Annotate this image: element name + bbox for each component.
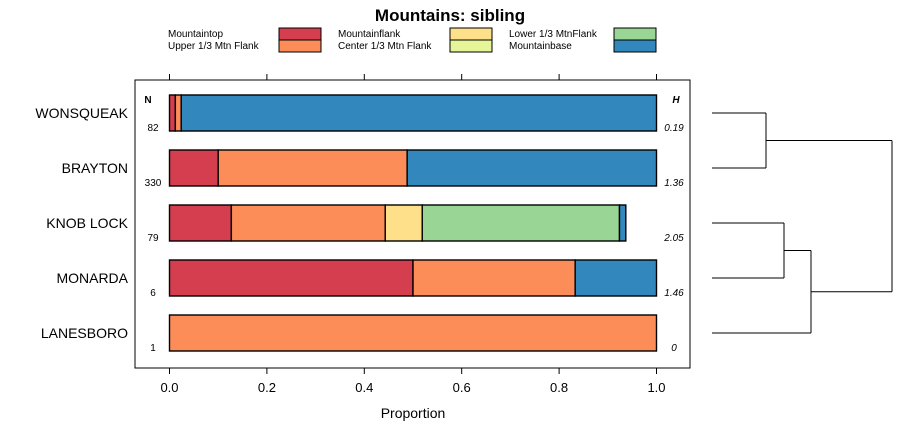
bar-segment — [618, 204, 627, 242]
h-value: 1.46 — [664, 288, 684, 299]
legend-swatch — [449, 39, 493, 53]
x-tick-label: 0.6 — [453, 380, 471, 395]
bars-layer — [168, 94, 658, 352]
n-column: 82 330 79 6 1 — [145, 123, 162, 354]
h-value: 0.19 — [664, 123, 684, 134]
category-label: BRAYTON — [62, 160, 128, 176]
bar-segment — [230, 204, 386, 242]
n-value: 1 — [150, 343, 156, 354]
legend-label: Mountainflank — [338, 29, 401, 40]
n-value: 82 — [147, 123, 159, 134]
legend-label: Center 1/3 Mtn Flank — [338, 41, 432, 52]
bar-segment — [217, 149, 408, 187]
h-value: 0 — [671, 343, 677, 354]
legend-label: Mountaintop — [168, 29, 223, 40]
bar-segment — [168, 94, 177, 132]
bar-segment — [421, 204, 621, 242]
category-label: WONSQUEAK — [35, 105, 128, 121]
bar-segment — [412, 259, 576, 297]
legend-swatch — [613, 27, 657, 41]
x-tick-label: 0.2 — [258, 380, 276, 395]
n-value: 79 — [147, 233, 159, 244]
h-column-header: H — [672, 95, 680, 106]
category-label: LANESBORO — [41, 325, 128, 341]
h-value: 2.05 — [663, 233, 684, 244]
x-tick-label: 0.0 — [160, 380, 178, 395]
bar-segment — [180, 94, 658, 132]
n-value: 330 — [145, 178, 162, 189]
x-axis-title: Proportion — [381, 405, 446, 421]
legend-swatch — [449, 27, 493, 41]
bar-segment — [574, 259, 658, 297]
legend-swatch — [278, 27, 322, 41]
category-label: MONARDA — [56, 270, 128, 286]
legend-swatch — [613, 39, 657, 53]
n-value: 6 — [150, 288, 156, 299]
x-tick-label: 0.8 — [550, 380, 568, 395]
x-tick-label: 1.0 — [647, 380, 665, 395]
bar-segment — [406, 149, 658, 187]
top-axis-ticks — [169, 74, 657, 80]
legend-swatch — [278, 39, 322, 53]
x-tick-label: 0.4 — [355, 380, 373, 395]
plot-frame — [134, 79, 691, 369]
category-label: KNOB LOCK — [46, 215, 128, 231]
h-value: 1.36 — [664, 178, 684, 189]
bar-segment — [168, 314, 658, 352]
bar-segment — [168, 259, 414, 297]
h-column: 0.19 1.36 2.05 1.46 0 — [663, 123, 684, 354]
bar-segment — [384, 204, 423, 242]
x-axis: 0.0 0.2 0.4 0.6 0.8 1.0 — [160, 368, 666, 395]
bar-segment — [174, 94, 182, 132]
category-labels: WONSQUEAK BRAYTON KNOB LOCK MONARDA LANESBOR… — [35, 105, 128, 341]
chart-title: Mountains: sibling — [375, 6, 525, 25]
bar-segment — [168, 204, 233, 242]
legend-label: Upper 1/3 Mtn Flank — [168, 41, 260, 52]
legend-label: Lower 1/3 MtnFlank — [509, 29, 598, 40]
dendrogram — [712, 112, 893, 334]
legend-label: Mountainbase — [509, 41, 572, 52]
bar-segment — [168, 149, 219, 187]
n-column-header: N — [144, 95, 151, 106]
